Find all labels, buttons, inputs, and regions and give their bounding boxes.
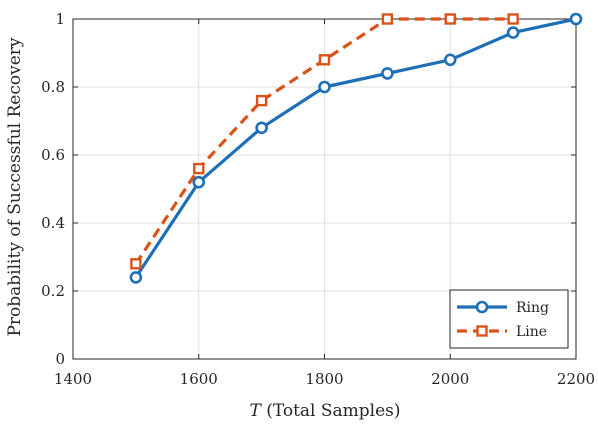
data-point-line	[444, 13, 456, 25]
y-axis-label: Probability of Successful Recovery	[5, 37, 25, 336]
legend-label-line: Line	[516, 324, 547, 340]
data-point-ring	[318, 80, 331, 94]
data-point-line	[318, 54, 331, 66]
series-layer	[129, 12, 583, 284]
series-line-ring	[134, 17, 577, 279]
data-point-line	[130, 258, 142, 270]
data-point-line	[193, 162, 205, 175]
data-point-ring	[569, 12, 583, 26]
data-point-ring	[192, 175, 206, 189]
data-point-ring	[506, 26, 520, 39]
x-tick-label: 1600	[180, 370, 218, 388]
tick-labels: 1400 1600 1800 2000 2200 0 0.2 0.4 0.6 0.8 1	[41, 10, 595, 388]
x-tick-label: 1800	[305, 370, 343, 388]
data-point-ring	[255, 121, 268, 135]
x-axis-symbol: T	[249, 401, 262, 421]
y-tick-label: 0.6	[41, 146, 65, 164]
data-point-line	[255, 94, 268, 107]
y-tick-label: 1	[55, 10, 65, 28]
data-point-line	[381, 13, 394, 25]
x-axis-label: T (Total Samples)	[249, 401, 400, 421]
x-axis-text: (Total Samples)	[261, 401, 401, 421]
axes	[72, 18, 577, 360]
legend-label-ring: Ring	[516, 300, 549, 316]
data-point-ring	[129, 271, 143, 284]
legend-marker-ring	[475, 300, 489, 314]
x-tick-label: 2200	[557, 370, 595, 388]
legend-marker-line	[476, 325, 488, 337]
y-tick-label: 0.8	[41, 78, 65, 96]
y-tick-label: 0	[55, 350, 65, 368]
data-point-ring	[381, 67, 394, 80]
x-tick-label: 2000	[431, 370, 469, 388]
data-point-ring	[443, 53, 457, 67]
legend: Ring Line	[449, 289, 569, 349]
y-tick-label: 0.4	[41, 214, 65, 232]
data-point-line	[507, 13, 519, 25]
y-tick-label: 0.2	[41, 282, 65, 300]
legend-box	[449, 289, 569, 349]
x-tick-label: 1400	[54, 370, 92, 388]
